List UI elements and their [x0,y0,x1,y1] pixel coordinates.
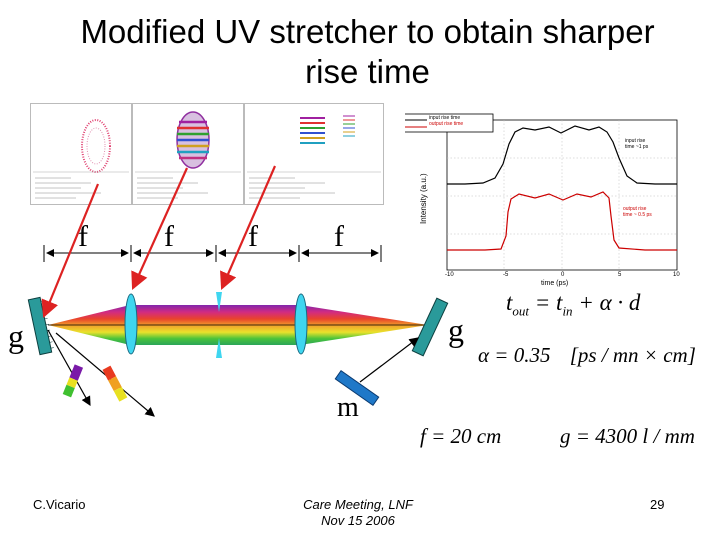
eq-alpha-value: α = 0.35 [478,343,551,367]
eq-rest: + α · d [572,290,641,315]
spot-diagram-1 [30,103,132,205]
focal-dimension-lines [43,245,382,262]
x-tick: -10 [445,272,454,278]
equation-grating: g = 4300 l / mm [560,424,695,448]
output-rise-trace [447,191,677,251]
x-tick: -5 [503,272,509,278]
mirror [334,370,380,406]
footer-page-number: 29 [650,497,665,512]
spot-diagram-2 [132,103,244,205]
annotation-output-rise: output rise time ~ 0.5 ps [623,206,652,218]
equation-tout: tout = tin + α · d [506,290,640,320]
annotation-output-line-2: time ~ 0.5 ps [623,212,652,218]
legend-entry-output: output rise time [429,121,464,127]
grating-right [411,297,449,357]
equation-alpha: α = 0.35 [ps / mn × cm] [478,343,696,368]
output-optic-2 [102,365,128,402]
annotation-input-rise: input rise time ~1 ps [625,138,648,150]
annotation-input-line-2: time ~1 ps [625,144,649,150]
slide-title: Modified UV stretcher to obtain sharper … [0,12,720,92]
x-tick: 0 [561,272,565,278]
annotation-output-line-1: output rise [623,206,647,212]
lens-2 [294,293,308,355]
eq-t-out: t [506,290,513,315]
fourier-plane-mask-top [216,292,222,312]
output-optic-1 [62,364,84,398]
grating-right-label: g [448,312,464,348]
eq-in-sub: in [562,303,573,319]
footer-meeting-line-1: Care Meeting, LNF [303,497,413,512]
footer-meeting-line-2: Nov 15 2006 [321,513,395,528]
plot-xlabel: time (ps) [541,280,569,287]
legend-entry-input: input rise time [429,115,461,121]
eq-out-sub: out [512,303,530,319]
eq-alpha-units: [ps / mn × cm] [569,343,696,367]
title-line-1: Modified UV stretcher to obtain sharper [80,13,655,50]
focal-label-4: f [334,220,344,253]
annotation-input-line-1: input rise [625,138,646,144]
plot-ylabel: Intensity (a.u.) [419,173,428,224]
focal-label-2: f [164,220,174,253]
eq-equals: = t [529,290,563,315]
spot-diagram-3 [244,103,384,205]
pointer-arrow-1 [41,183,100,319]
input-rise-trace [447,125,677,185]
footer-meeting: Care Meeting, LNF Nov 15 2006 [278,497,438,529]
grating-left-label: g [8,318,24,354]
fourier-plane-mask-bottom [216,338,222,358]
rise-time-plot: input rise time output rise time input r… [400,106,685,291]
plot-legend: input rise time output rise time [429,115,463,127]
x-tick: 10 [673,272,680,278]
focal-label-3: f [248,220,258,253]
equation-focal: f = 20 cm [420,424,502,448]
pointer-arrow-2 [131,167,189,291]
footer-author: C.Vicario [33,497,86,512]
x-tick: 5 [618,272,622,278]
title-line-2: rise time [305,53,430,90]
focal-label-1: f [78,220,88,253]
mirror-label: m [337,392,359,423]
grating-left [27,296,54,356]
pointer-arrow-3 [220,165,277,291]
lens-1 [124,293,138,355]
